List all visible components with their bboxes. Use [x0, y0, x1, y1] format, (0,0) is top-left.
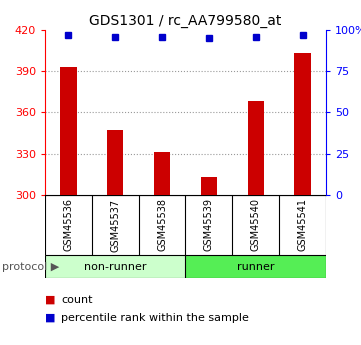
Bar — [154, 152, 170, 195]
Text: GSM45536: GSM45536 — [64, 198, 73, 252]
Bar — [201, 177, 217, 195]
Bar — [248, 101, 264, 195]
Text: ■: ■ — [45, 295, 56, 305]
Text: percentile rank within the sample: percentile rank within the sample — [61, 313, 249, 323]
Text: protocol ▶: protocol ▶ — [2, 262, 59, 272]
Text: GSM45541: GSM45541 — [297, 198, 308, 252]
Bar — [294, 53, 311, 195]
Title: GDS1301 / rc_AA799580_at: GDS1301 / rc_AA799580_at — [89, 13, 282, 28]
Text: GSM45538: GSM45538 — [157, 198, 167, 252]
Bar — [186, 255, 326, 278]
Bar — [60, 67, 77, 195]
Text: GSM45540: GSM45540 — [251, 198, 261, 252]
Text: runner: runner — [237, 262, 274, 272]
Text: non-runner: non-runner — [84, 262, 147, 272]
Bar — [107, 130, 123, 195]
Text: count: count — [61, 295, 93, 305]
Text: ■: ■ — [45, 313, 56, 323]
Bar — [45, 255, 186, 278]
Text: GSM45539: GSM45539 — [204, 198, 214, 252]
Text: GSM45537: GSM45537 — [110, 198, 120, 252]
